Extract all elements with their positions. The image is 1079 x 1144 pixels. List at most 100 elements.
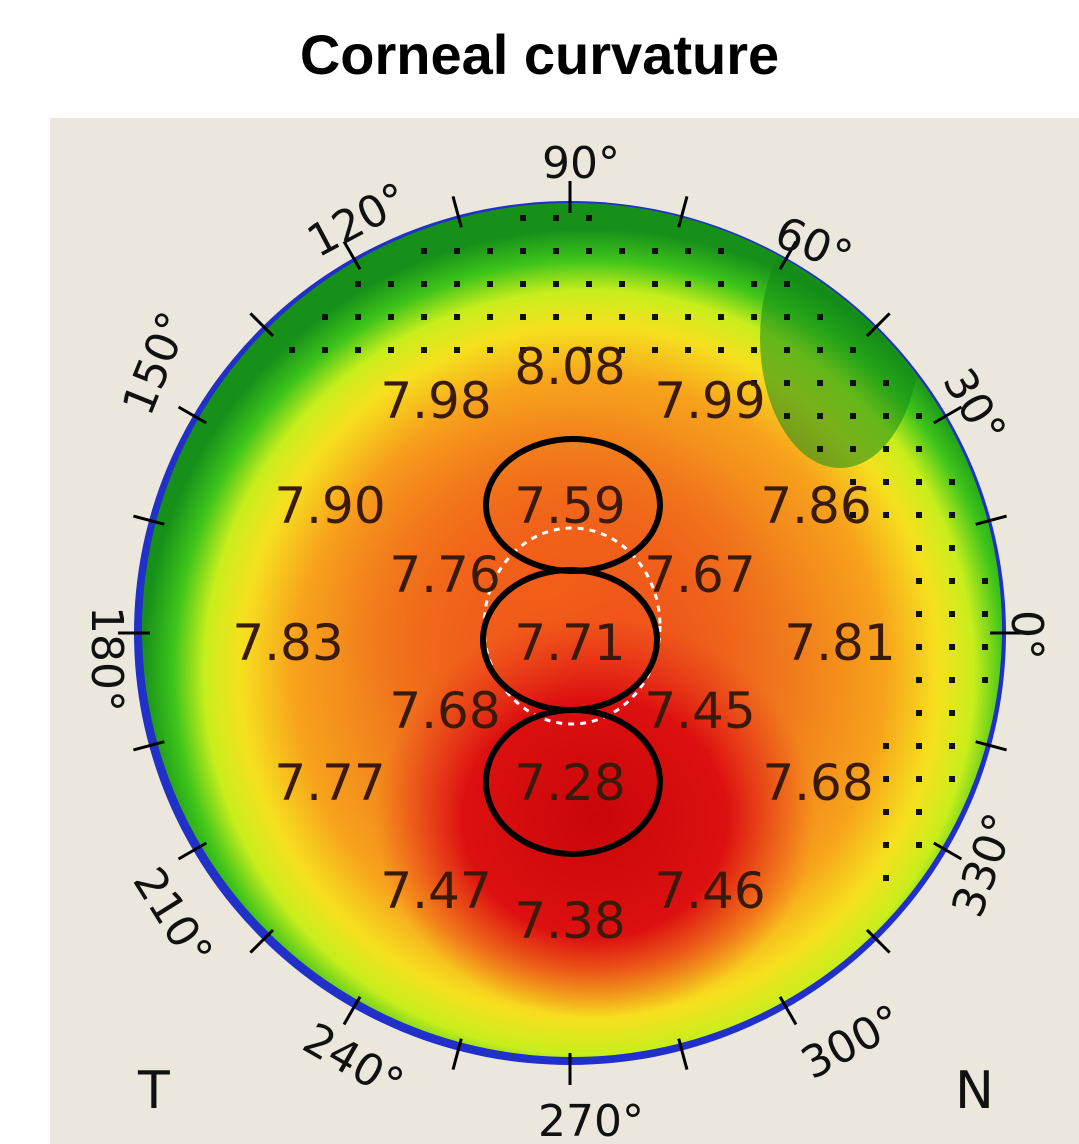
angle-tick xyxy=(177,841,208,861)
topography-panel: 90° 60° 30° 0° 330° 300° 270° 240° 210° … xyxy=(50,118,1079,1144)
angle-tick xyxy=(778,240,798,271)
angle-label-210: 210° xyxy=(123,859,222,976)
grid-dot xyxy=(355,347,361,353)
grid-dot xyxy=(982,677,988,683)
grid-dot xyxy=(553,281,559,287)
grid-dot xyxy=(916,710,922,716)
grid-dot xyxy=(652,347,658,353)
corneal-topography-map: 90° 60° 30° 0° 330° 300° 270° 240° 210° … xyxy=(81,138,1052,1144)
grid-dot xyxy=(784,314,790,320)
grid-dot xyxy=(685,281,691,287)
grid-dot xyxy=(949,611,955,617)
sample-dot-grid xyxy=(289,215,988,881)
grid-dot xyxy=(322,314,328,320)
grid-dot xyxy=(817,446,823,452)
angle-tick xyxy=(778,995,798,1026)
grid-dot xyxy=(520,347,526,353)
grid-dot xyxy=(883,380,889,386)
reading: 7.98 xyxy=(380,372,491,430)
reading: 7.59 xyxy=(514,477,625,535)
curvature-readings: 8.08 7.98 7.99 7.90 7.59 7.86 7.76 7.67 … xyxy=(232,338,895,950)
grid-dot xyxy=(916,512,922,518)
reading: 7.46 xyxy=(654,862,765,920)
angle-tick xyxy=(932,405,963,425)
red-steep-zone xyxy=(375,618,815,1018)
grid-dot xyxy=(421,314,427,320)
angle-label-0: 0° xyxy=(1001,610,1052,660)
nasal-label: N xyxy=(955,1061,994,1121)
grid-dot xyxy=(289,347,295,353)
angle-tick xyxy=(975,514,1007,526)
grid-dot xyxy=(751,347,757,353)
reading: 7.68 xyxy=(762,754,873,812)
grid-dot xyxy=(883,479,889,485)
grid-dot xyxy=(421,347,427,353)
grid-dot xyxy=(553,248,559,254)
grid-dot xyxy=(817,314,823,320)
grid-dot xyxy=(619,314,625,320)
grid-dot xyxy=(784,281,790,287)
grid-dot xyxy=(982,644,988,650)
angle-ticks xyxy=(118,181,1022,1085)
grid-dot xyxy=(718,314,724,320)
grid-dot xyxy=(817,347,823,353)
grid-dot xyxy=(949,710,955,716)
angle-tick xyxy=(932,841,963,861)
reading: 8.08 xyxy=(514,338,625,396)
grid-dot xyxy=(487,314,493,320)
grid-dot xyxy=(322,347,328,353)
grid-dot xyxy=(520,215,526,221)
reading: 7.90 xyxy=(274,477,385,535)
grid-dot xyxy=(619,347,625,353)
reading: 7.45 xyxy=(644,682,755,740)
temporal-label: T xyxy=(137,1061,170,1121)
figure-title: Corneal curvature xyxy=(299,23,780,86)
grid-dot xyxy=(949,512,955,518)
grid-dot xyxy=(916,743,922,749)
grid-dot xyxy=(916,842,922,848)
highlight-rings xyxy=(480,436,663,857)
angle-tick xyxy=(865,928,891,954)
grid-dot xyxy=(883,809,889,815)
angle-tick xyxy=(865,312,891,338)
angle-tick xyxy=(677,196,689,228)
grid-dot xyxy=(355,314,361,320)
reading: 7.38 xyxy=(514,892,625,950)
angle-tick xyxy=(975,740,1007,752)
angle-tick xyxy=(342,240,362,271)
grid-dot xyxy=(916,578,922,584)
angle-tick xyxy=(249,312,275,338)
grid-dot xyxy=(916,809,922,815)
grid-dot xyxy=(586,281,592,287)
grid-dot xyxy=(619,281,625,287)
grid-dot xyxy=(916,677,922,683)
grid-dot xyxy=(949,743,955,749)
grid-dot xyxy=(652,281,658,287)
grid-dot xyxy=(883,743,889,749)
reading: 7.86 xyxy=(760,477,871,535)
grid-dot xyxy=(916,545,922,551)
grid-dot xyxy=(883,512,889,518)
grid-dot xyxy=(619,248,625,254)
grid-dot xyxy=(883,776,889,782)
grid-dot xyxy=(949,644,955,650)
grid-dot xyxy=(850,479,856,485)
reading: 7.99 xyxy=(654,372,765,430)
reading: 7.71 xyxy=(514,614,625,672)
grid-dot xyxy=(949,677,955,683)
grid-dot xyxy=(553,347,559,353)
grid-dot xyxy=(520,281,526,287)
grid-dot xyxy=(454,281,460,287)
grid-dot xyxy=(751,380,757,386)
grid-dot xyxy=(685,314,691,320)
grid-dot xyxy=(553,314,559,320)
side-labels: T N xyxy=(137,1061,994,1121)
grid-dot xyxy=(586,215,592,221)
grid-dot xyxy=(949,578,955,584)
angle-label-150: 150° xyxy=(113,305,200,422)
grid-dot xyxy=(388,347,394,353)
angle-tick xyxy=(133,514,165,526)
grid-dot xyxy=(388,314,394,320)
highlight-ring-lower xyxy=(483,707,663,857)
angle-tick xyxy=(133,740,165,752)
